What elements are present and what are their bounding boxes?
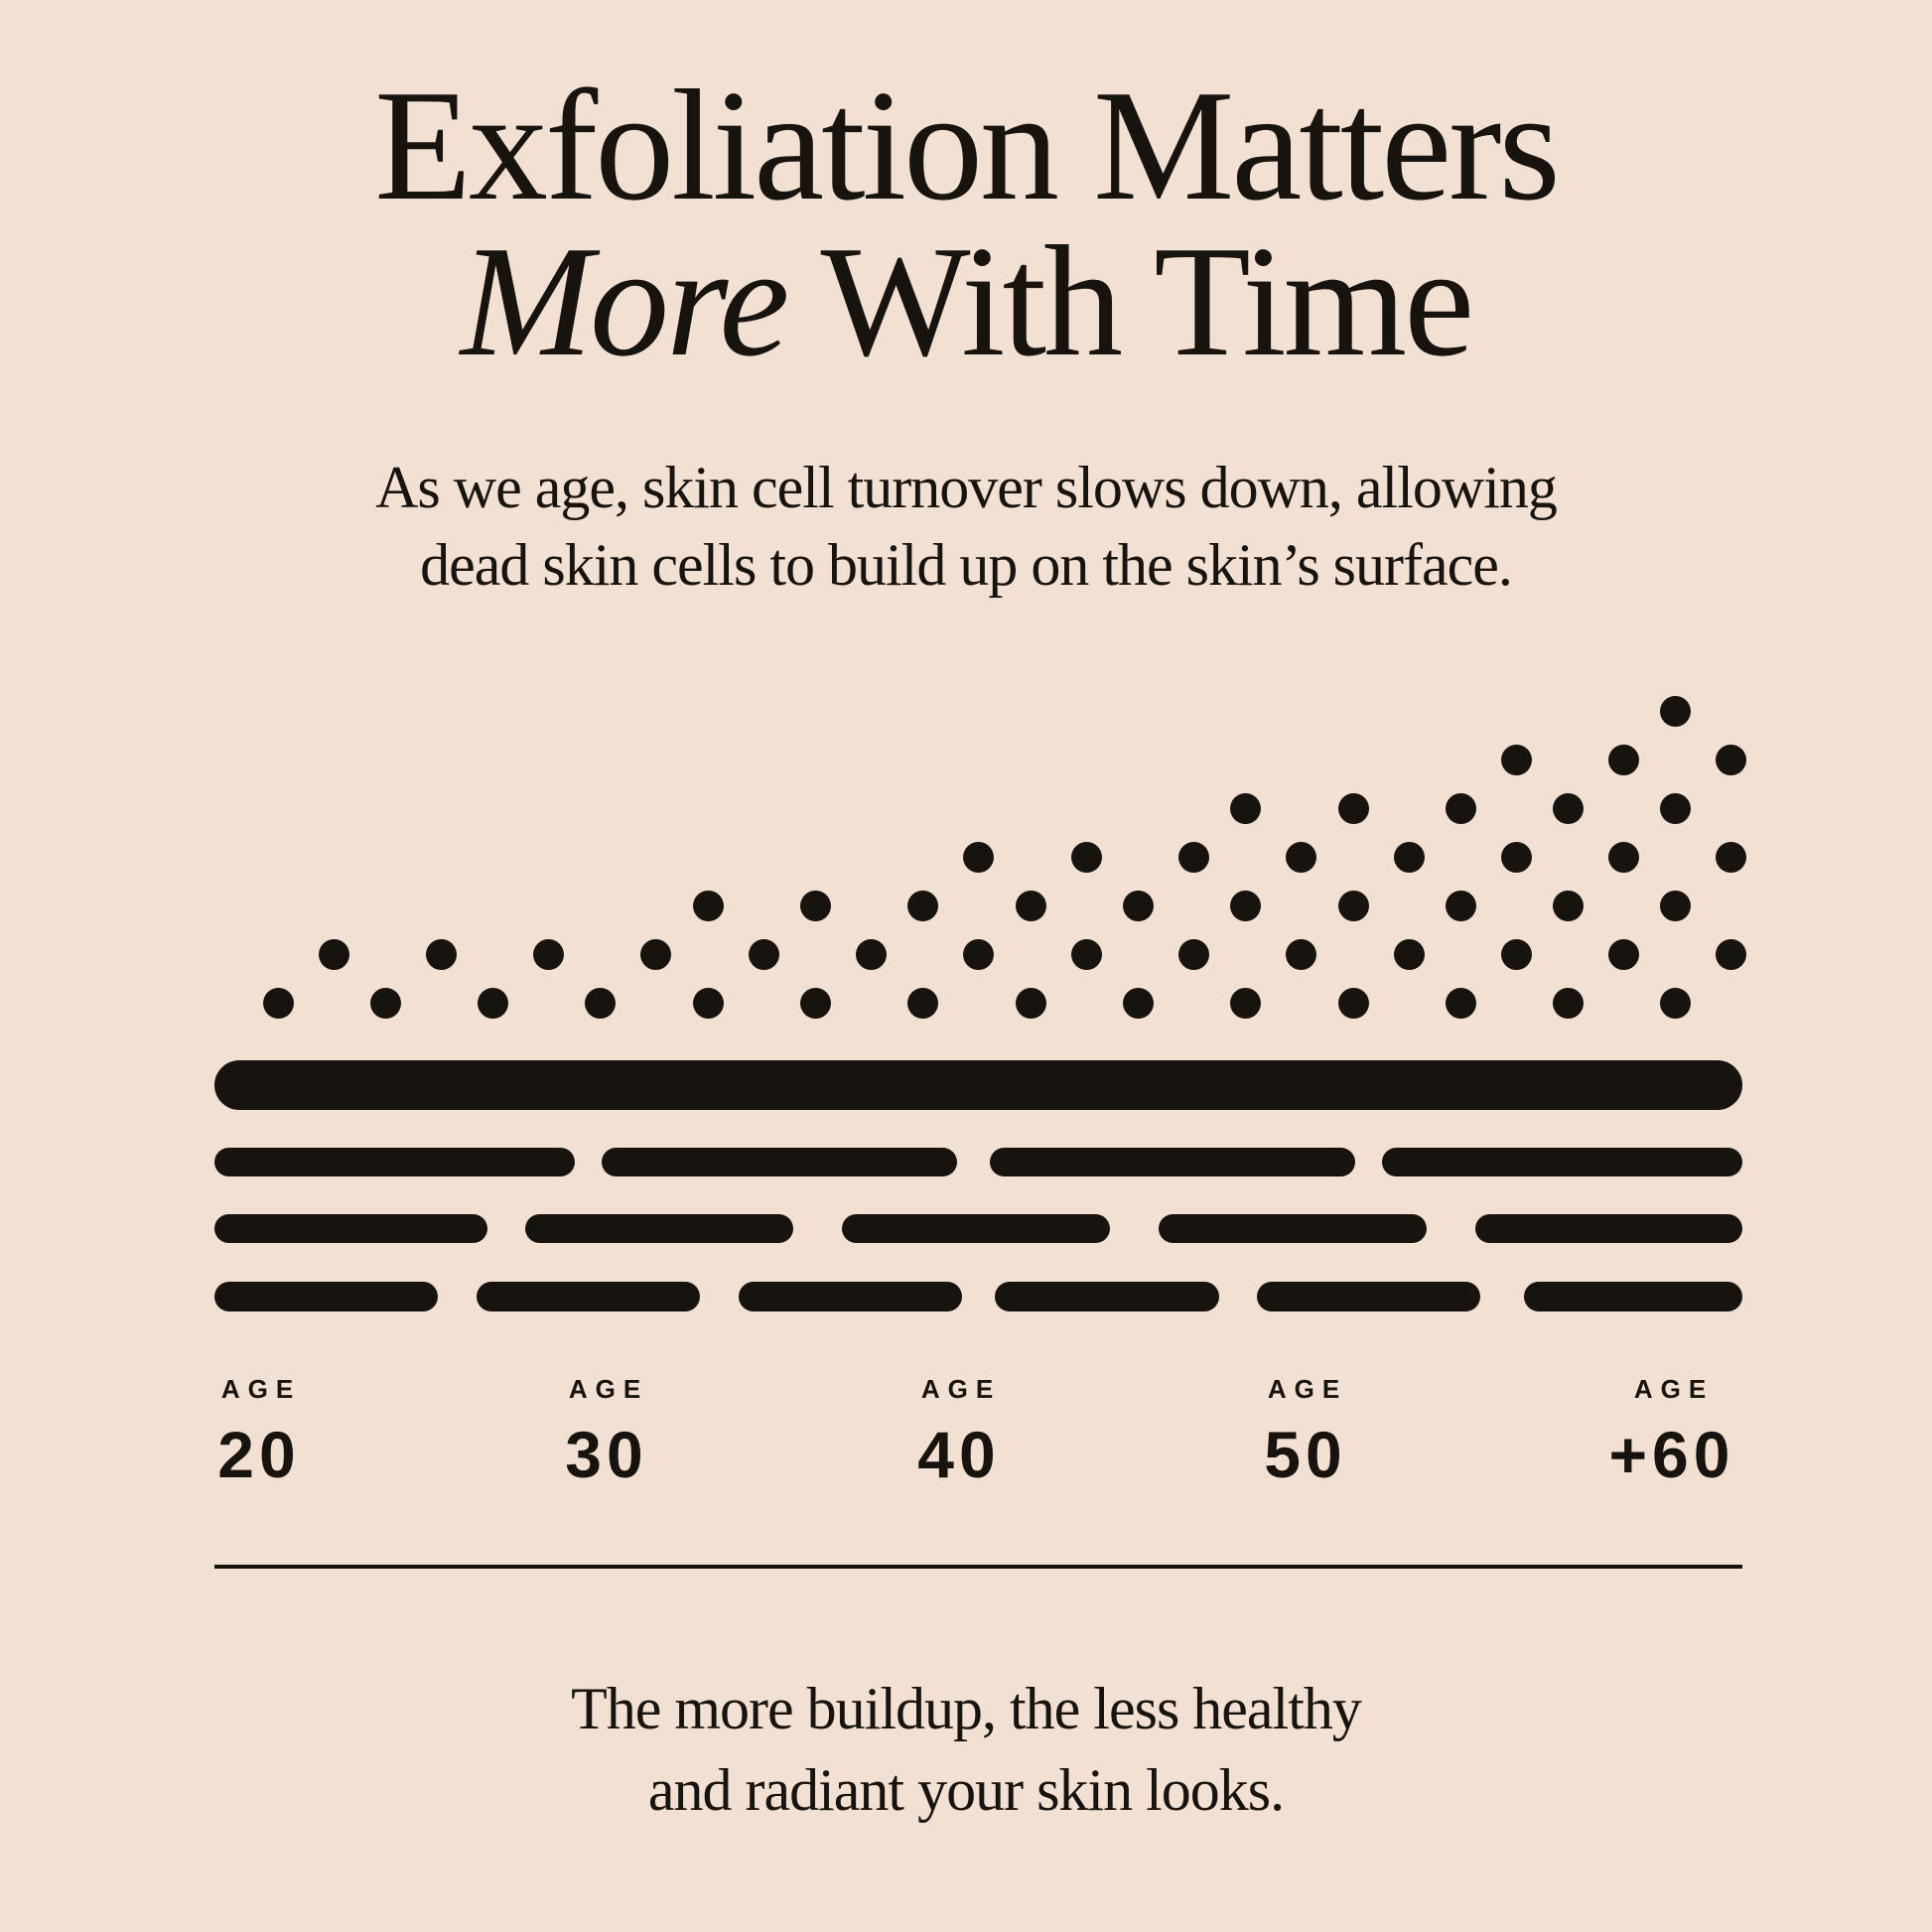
dead-skin-cell-dot	[800, 987, 831, 1019]
skin-layer-segment	[214, 1060, 1742, 1110]
age-value: 20	[217, 1418, 301, 1491]
footer-caption: The more buildup, the less healthy and r…	[0, 1668, 1932, 1831]
age-label-20: AGE 20	[217, 1374, 301, 1492]
footer-line-1: The more buildup, the less healthy	[571, 1676, 1362, 1741]
dead-skin-cell-dot	[1500, 744, 1532, 775]
age-word: AGE	[220, 1374, 302, 1404]
dead-skin-cell-dot	[1393, 841, 1425, 873]
dead-skin-cell-dot	[1553, 987, 1585, 1019]
dead-skin-cell-dot	[1716, 841, 1747, 873]
skin-layer-segment	[990, 1148, 1355, 1176]
dead-skin-cell-dot	[369, 987, 401, 1019]
dead-skin-cell-dot	[800, 890, 831, 921]
age-label-60: AGE +60	[1609, 1374, 1735, 1492]
dead-skin-cell-dot	[1070, 938, 1102, 970]
dead-skin-cell-dot	[1015, 987, 1046, 1019]
age-label-30: AGE 30	[565, 1374, 648, 1492]
skin-layer-segment	[525, 1214, 793, 1243]
dead-skin-cell-dot	[1716, 744, 1747, 775]
dead-skin-cell-dot	[1177, 841, 1209, 873]
dead-skin-cell-dot	[1015, 890, 1046, 921]
dead-skin-cell-dot	[692, 890, 724, 921]
dead-skin-cell-dot	[1070, 841, 1102, 873]
skin-layer-segment	[214, 1214, 487, 1243]
dead-skin-cell-dot	[425, 938, 457, 970]
dead-skin-cell-dot	[1660, 695, 1692, 727]
dead-skin-cell-dot	[963, 938, 995, 970]
dead-skin-cell-dot	[1230, 792, 1262, 824]
dead-skin-cell-dot	[1122, 987, 1154, 1019]
age-label-50: AGE 50	[1264, 1374, 1347, 1492]
dead-skin-cell-dot	[748, 938, 779, 970]
dead-skin-cell-dot	[1337, 987, 1369, 1019]
dead-skin-cell-dot	[1553, 792, 1585, 824]
title-line-2-rest: With Time	[786, 212, 1475, 389]
dead-skin-cell-dot	[1445, 890, 1476, 921]
age-word: AGE	[920, 1374, 1002, 1404]
skin-layer-segment	[214, 1148, 575, 1176]
dead-skin-cell-dot	[692, 987, 724, 1019]
skin-layer-segment	[1159, 1214, 1427, 1243]
skin-layer-segment	[1524, 1282, 1742, 1311]
dead-skin-cell-dot	[1608, 841, 1640, 873]
skin-layer-segment	[842, 1214, 1110, 1243]
age-value: +60	[1608, 1418, 1735, 1491]
dead-skin-cell-dot	[1337, 792, 1369, 824]
dead-skin-cell-dot	[1660, 987, 1692, 1019]
age-value: 40	[917, 1418, 1001, 1491]
age-word: AGE	[568, 1374, 649, 1404]
dead-skin-cell-dot	[1608, 744, 1640, 775]
divider-line	[214, 1565, 1742, 1569]
dead-skin-cell-dot	[1286, 841, 1317, 873]
dead-skin-cell-dot	[262, 987, 294, 1019]
dead-skin-cell-dot	[963, 841, 995, 873]
dead-skin-cell-dot	[1393, 938, 1425, 970]
dead-skin-cell-dot	[1660, 890, 1692, 921]
dead-skin-cell-dot	[640, 938, 672, 970]
dead-skin-cell-dot	[318, 938, 349, 970]
dead-skin-cell-dot	[478, 987, 509, 1019]
dead-skin-cell-dot	[1445, 987, 1476, 1019]
skin-layer-segment	[995, 1282, 1219, 1311]
title-line-1: Exfoliation Matters	[374, 57, 1561, 233]
dead-skin-cell-dot	[1286, 938, 1317, 970]
dead-skin-cell-dot	[1553, 890, 1585, 921]
subtitle: As we age, skin cell turnover slows down…	[0, 449, 1932, 604]
skin-layer-segment	[1382, 1148, 1742, 1176]
skin-layer-segment	[1257, 1282, 1480, 1311]
dead-skin-cell-dot	[1500, 938, 1532, 970]
title-line-2: More With Time	[0, 221, 1932, 380]
dead-skin-cell-dot	[1500, 841, 1532, 873]
dead-skin-cell-dot	[1337, 890, 1369, 921]
dead-skin-cell-dot	[907, 987, 939, 1019]
skin-layer-segment	[739, 1282, 962, 1311]
footer-line-2: and radiant your skin looks.	[647, 1757, 1285, 1823]
subtitle-line-2: dead skin cells to build up on the skin’…	[420, 532, 1513, 598]
age-word: AGE	[1267, 1374, 1348, 1404]
age-label-40: AGE 40	[917, 1374, 1001, 1492]
dead-skin-cell-dot	[856, 938, 887, 970]
dead-skin-cell-dot	[1608, 938, 1640, 970]
dead-skin-cell-dot	[1445, 792, 1476, 824]
dead-skin-cell-dot	[1122, 890, 1154, 921]
dead-skin-cell-dot	[1230, 987, 1262, 1019]
age-value: 30	[565, 1418, 648, 1491]
skin-layer-segment	[1475, 1214, 1742, 1243]
dead-skin-cell-dot	[1177, 938, 1209, 970]
skin-layer-segment	[602, 1148, 957, 1176]
dead-skin-cell-dot	[1230, 890, 1262, 921]
title-line-2-italic: More	[460, 212, 790, 389]
skin-layer-segment	[477, 1282, 700, 1311]
skin-layer-segment	[214, 1282, 438, 1311]
dead-skin-cell-dot	[907, 890, 939, 921]
dead-skin-cell-dot	[533, 938, 565, 970]
page-title: Exfoliation Matters More With Time	[0, 57, 1932, 380]
dead-skin-cell-dot	[1716, 938, 1747, 970]
dead-skin-cell-dot	[585, 987, 617, 1019]
dead-skin-cell-dot	[1660, 792, 1692, 824]
age-value: 50	[1264, 1418, 1347, 1491]
age-word: AGE	[1633, 1374, 1715, 1404]
subtitle-line-1: As we age, skin cell turnover slows down…	[375, 455, 1558, 520]
